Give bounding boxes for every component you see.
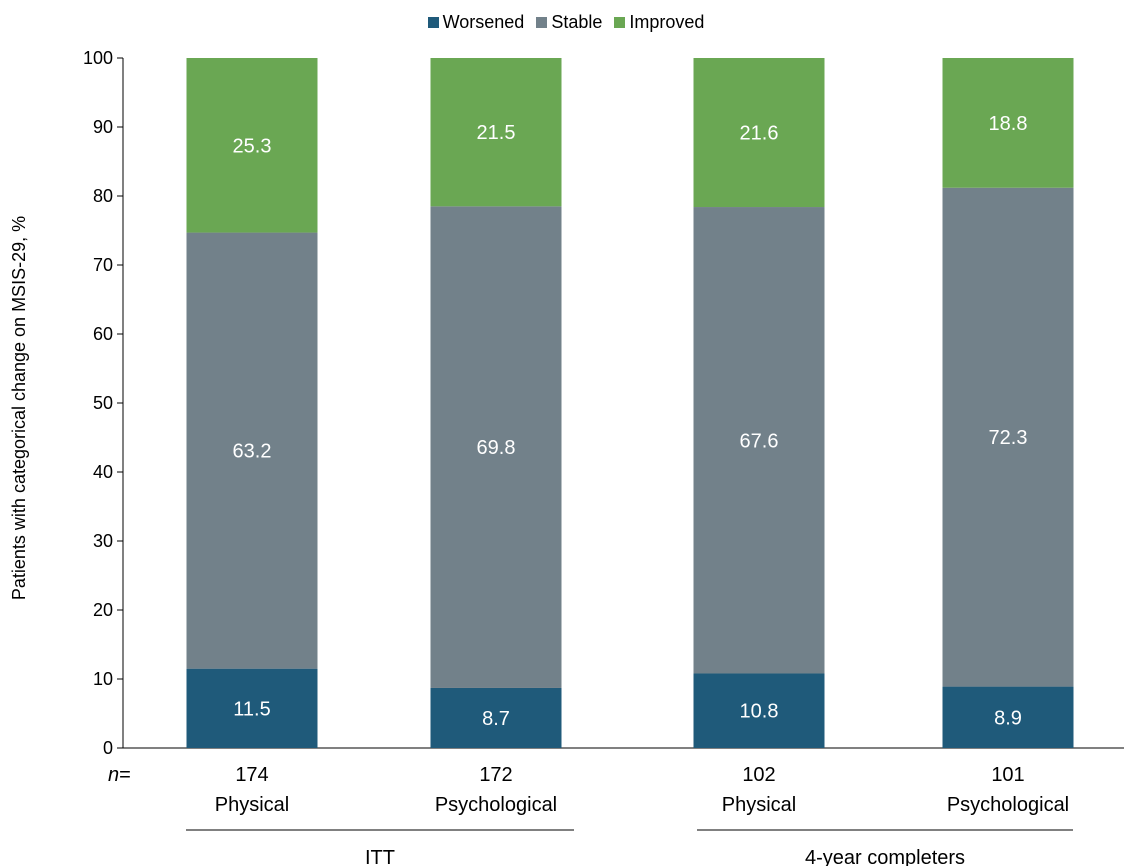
data-label: 69.8 [477, 437, 516, 459]
category-label: Psychological [947, 794, 1069, 816]
bar-segment-worsened [693, 673, 825, 748]
data-label: 63.2 [233, 441, 272, 463]
y-tick-label: 80 [93, 186, 113, 206]
legend-item-worsened: Worsened [427, 12, 525, 33]
y-tick-label: 100 [83, 48, 113, 68]
y-tick-label: 90 [93, 117, 113, 137]
legend: Worsened Stable Improved [0, 12, 1132, 33]
category-label: Physical [722, 794, 796, 816]
y-tick-label: 40 [93, 462, 113, 482]
legend-item-stable: Stable [536, 12, 602, 33]
data-label: 72.3 [989, 427, 1028, 449]
bar-segment-stable [186, 232, 318, 669]
bar-segment-improved [186, 58, 318, 233]
legend-label-stable: Stable [551, 12, 603, 32]
bar-segment-worsened [942, 686, 1074, 748]
n-prefix-italic: n [108, 764, 119, 786]
legend-label-worsened: Worsened [442, 12, 525, 32]
bar-segment-improved [430, 58, 562, 207]
bar-segment-improved [693, 58, 825, 208]
y-tick-label: 70 [93, 255, 113, 275]
category-n-label: 102 [742, 764, 775, 786]
category-n-label: 174 [235, 764, 268, 786]
y-tick-label: 60 [93, 324, 113, 344]
bar-segment-stable [693, 207, 825, 674]
legend-swatch-stable [536, 17, 548, 28]
data-label: 21.6 [740, 123, 779, 145]
bar-segment-stable [430, 206, 562, 688]
bar-segment-worsened [430, 687, 562, 748]
legend-label-improved: Improved [629, 12, 705, 32]
group-label: 4-year completers [805, 847, 965, 866]
n-prefix-equals: = [119, 764, 131, 786]
category-n-label: 101 [991, 764, 1024, 786]
data-label: 11.5 [233, 698, 270, 720]
category-label: Physical [215, 794, 289, 816]
category-n-label: 172 [479, 764, 512, 786]
legend-swatch-worsened [427, 17, 439, 28]
data-label: 18.8 [989, 113, 1028, 135]
data-label: 21.5 [477, 122, 516, 144]
bar-segment-worsened [186, 668, 318, 748]
category-label: Psychological [435, 794, 557, 816]
y-axis-title: Patients with categorical change on MSIS… [9, 216, 29, 600]
y-tick-label: 50 [93, 393, 113, 413]
y-tick-label: 20 [93, 600, 113, 620]
y-tick-label: 10 [93, 669, 113, 689]
group-label: ITT [365, 847, 395, 866]
data-label: 25.3 [233, 135, 272, 157]
bar-segment-stable [942, 187, 1074, 687]
y-tick-label: 30 [93, 531, 113, 551]
y-tick-label: 0 [103, 738, 113, 758]
data-label: 10.8 [740, 701, 779, 723]
data-label: 8.7 [482, 708, 510, 730]
data-label: 67.6 [740, 430, 779, 452]
n-prefix-label: n= [108, 764, 131, 786]
legend-swatch-improved [614, 17, 626, 28]
bar-segment-improved [942, 58, 1074, 188]
legend-item-improved: Improved [614, 12, 704, 33]
data-label: 8.9 [994, 707, 1022, 729]
